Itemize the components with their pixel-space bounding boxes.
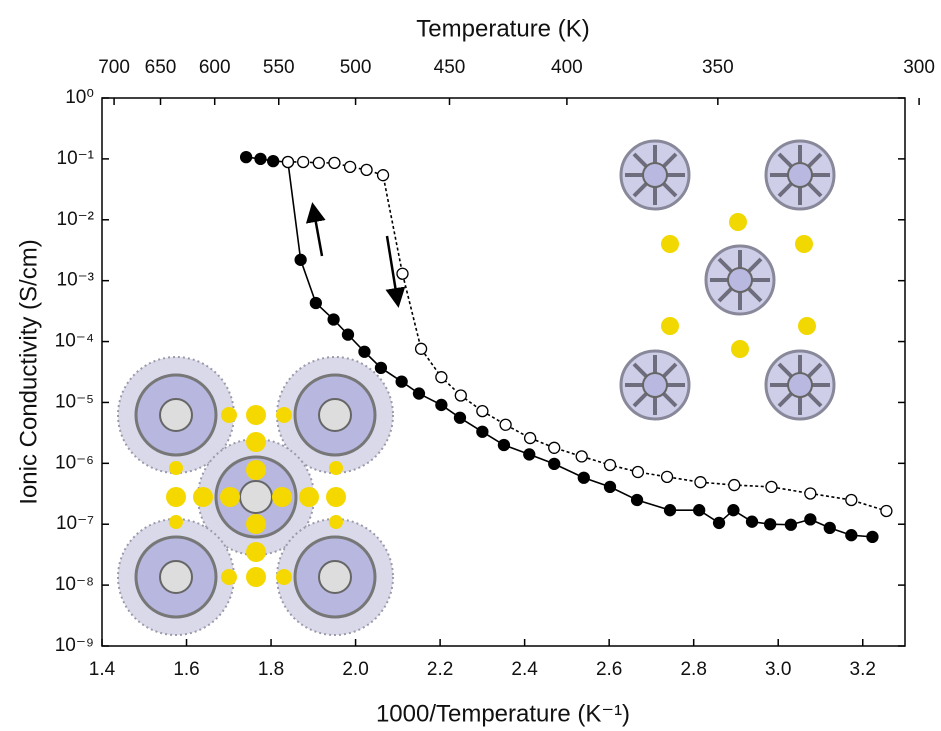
data-point [549,458,560,469]
data-point [436,372,447,383]
x2-tick-label: 500 [340,57,372,78]
y-tick-label: 10⁻⁹ [55,635,94,656]
data-point [295,254,306,265]
x-tick-label: 2.0 [342,659,368,680]
data-point [728,505,739,516]
data-point [436,399,447,410]
data-point [416,343,427,354]
x2-tick-label: 400 [551,57,583,78]
x-tick-label: 2.6 [596,659,622,680]
data-point [241,152,252,163]
y-tick-label: 10⁻¹ [57,148,95,169]
data-point [525,433,536,444]
data-point [695,477,706,488]
data-point [605,459,616,470]
data-point [665,505,676,516]
data-point [375,362,386,373]
y-tick-label: 10⁻³ [57,270,95,291]
x2-tick-label: 600 [199,57,231,78]
y-axis-title: Ionic Conductivity (S/cm) [15,239,42,504]
data-point [632,494,643,505]
y-tick-label: 10⁻⁸ [55,574,94,595]
arrow [314,212,322,256]
y-tick-label: 10⁰ [65,87,94,108]
data-point [268,156,279,167]
data-point [766,481,777,492]
data-point [576,451,587,462]
data-point [359,346,370,357]
arrow [387,236,397,298]
data-point [846,494,857,505]
data-point [413,388,424,399]
data-point [605,481,616,492]
data-point [329,157,340,168]
data-point [805,488,816,499]
y-tick-label: 10⁻² [57,209,95,230]
data-point [396,376,407,387]
x-tick-label: 2.2 [427,659,453,680]
x-axis-title: 1000/Temperature (K⁻¹) [376,700,630,727]
data-point [846,530,857,541]
data-point [867,531,878,542]
data-point [747,516,758,527]
x2-tick-label: 550 [263,57,295,78]
data-point [455,390,466,401]
data-point [824,522,835,533]
data-point [500,419,511,430]
inset-right [621,141,834,419]
data-point [524,449,535,460]
x-tick-label: 2.8 [680,659,706,680]
x-tick-label: 3.2 [850,659,876,680]
data-point [282,156,293,167]
x-tick-label: 1.8 [258,659,284,680]
data-point [378,170,389,181]
x2-tick-label: 650 [145,57,177,78]
data-point [454,412,465,423]
x-tick-label: 1.6 [173,659,199,680]
data-point [328,314,339,325]
data-point [578,472,589,483]
data-point [662,471,673,482]
x2-tick-label: 450 [434,57,466,78]
x2-tick-label: 700 [98,57,130,78]
data-point [298,156,309,167]
data-point [255,153,266,164]
x2-tick-label: 350 [702,57,734,78]
data-point [632,467,643,478]
data-point [477,426,488,437]
chart: Temperature (K) 1000/Temperature (K⁻¹) I… [0,0,941,731]
data-point [345,161,356,172]
x-tick-label: 1.4 [89,659,116,680]
data-point [765,519,776,530]
data-point [313,157,324,168]
data-point [310,297,321,308]
data-point [881,505,892,516]
y-tick-label: 10⁻⁶ [55,452,94,473]
x-tick-label: 2.4 [511,659,538,680]
data-point [498,440,509,451]
data-point [805,514,816,525]
data-point [361,164,372,175]
data-point [549,442,560,453]
y-tick-label: 10⁻⁵ [55,391,94,412]
x2-axis-title: Temperature (K) [416,15,589,42]
series-line [246,157,872,537]
data-point [785,519,796,530]
y-tick-label: 10⁻⁷ [56,513,94,534]
data-point [477,406,488,417]
y-tick-label: 10⁻⁴ [55,331,94,352]
data-point [714,517,725,528]
data-point [729,480,740,491]
data-point [694,505,705,516]
data-point [397,268,408,279]
data-point [342,329,353,340]
x2-tick-label: 300 [903,57,935,78]
inset-left [118,357,393,635]
x-tick-label: 3.0 [765,659,791,680]
